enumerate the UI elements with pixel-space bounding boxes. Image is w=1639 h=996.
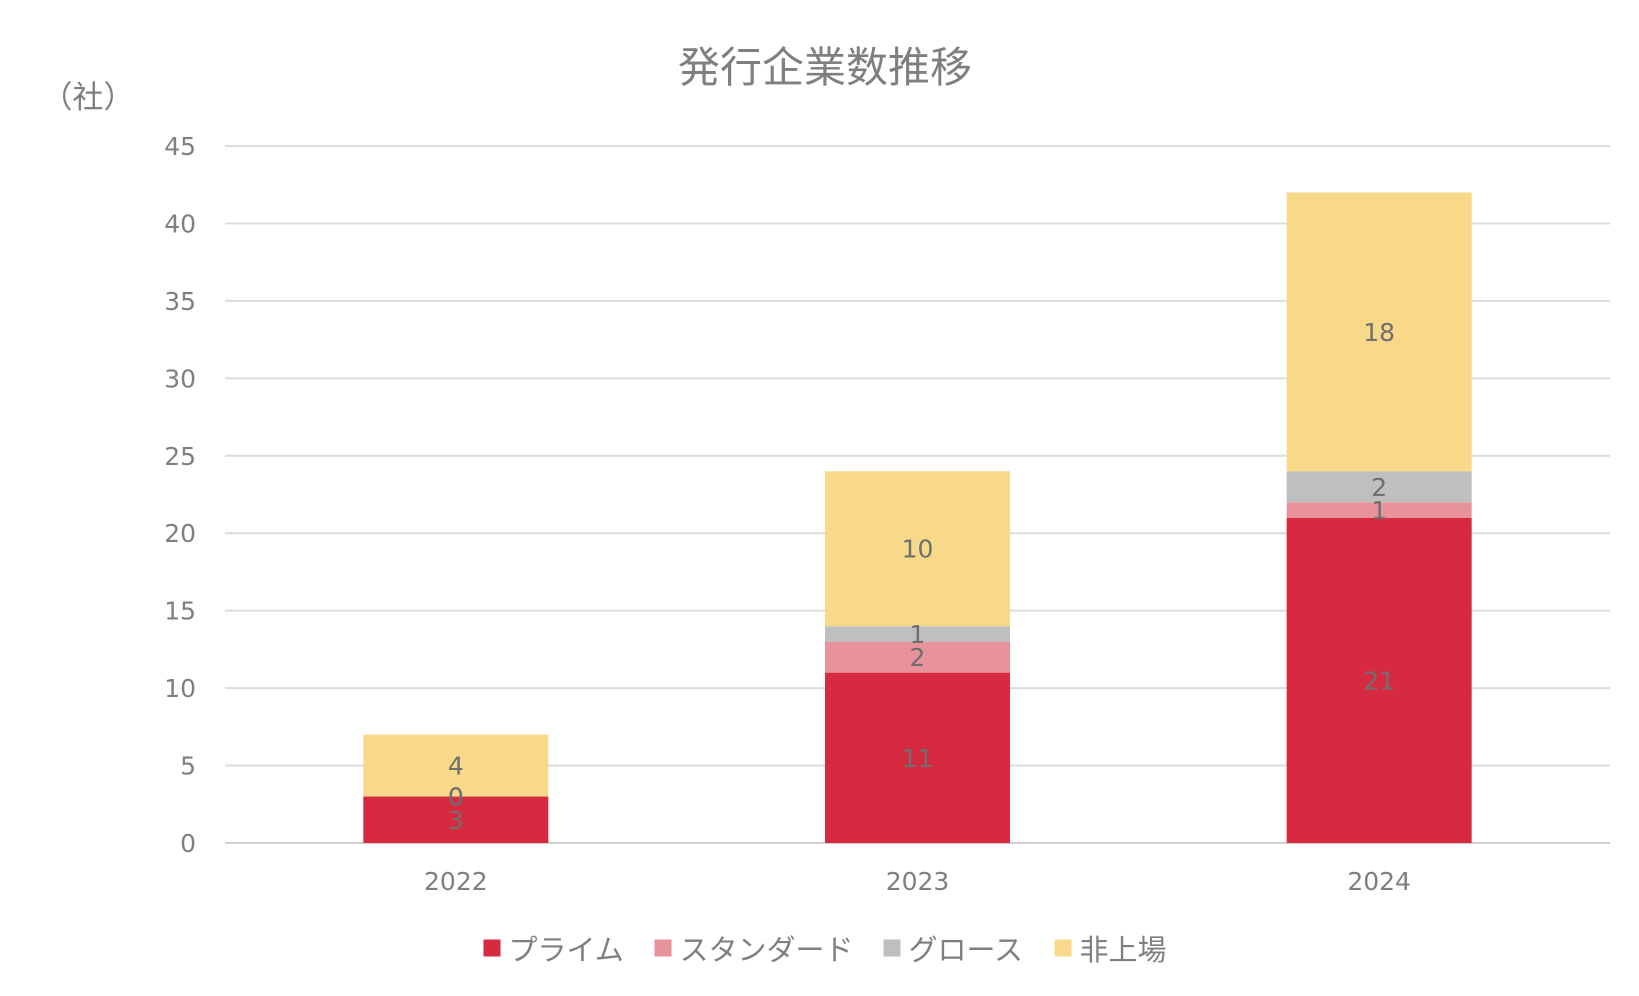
y-tick-label: 0 bbox=[180, 829, 196, 858]
x-category-label: 2022 bbox=[424, 867, 488, 896]
x-category-label: 2024 bbox=[1347, 867, 1411, 896]
legend-label: プライム bbox=[509, 933, 624, 967]
bar-segment bbox=[1286, 192, 1472, 472]
bars bbox=[363, 192, 1472, 843]
bar-segment bbox=[1286, 471, 1472, 503]
legend-swatch bbox=[483, 939, 501, 957]
data-label: 18 bbox=[1363, 318, 1395, 347]
y-tick-label: 45 bbox=[164, 132, 196, 161]
legend-swatch bbox=[883, 939, 901, 957]
data-label: 0 bbox=[448, 783, 464, 812]
data-label: 10 bbox=[902, 535, 934, 564]
y-tick-label: 15 bbox=[164, 597, 196, 626]
y-tick-label: 30 bbox=[164, 364, 196, 393]
legend-swatch bbox=[1054, 939, 1072, 957]
y-axis-ticks: 0 5 10 15 20 25 30 35 40 45 bbox=[164, 132, 196, 858]
bar-segment bbox=[363, 734, 549, 797]
data-label: 3 bbox=[448, 806, 464, 835]
legend-label: スタンダード bbox=[680, 933, 854, 967]
y-tick-label: 20 bbox=[164, 519, 196, 548]
y-axis-unit-label: （社） bbox=[42, 80, 135, 116]
data-label: 1 bbox=[910, 620, 926, 649]
bar-segment bbox=[825, 641, 1010, 673]
chart-title: 発行企業数推移 bbox=[678, 43, 972, 92]
data-label: 4 bbox=[448, 752, 464, 781]
x-category-label: 2023 bbox=[886, 867, 950, 896]
bar-segment bbox=[825, 626, 1010, 642]
bar-segment bbox=[1286, 502, 1472, 518]
data-label: 2 bbox=[1371, 473, 1387, 502]
y-tick-label: 5 bbox=[180, 752, 196, 781]
bar-segment bbox=[363, 796, 549, 843]
bar-segment bbox=[825, 471, 1010, 627]
data-label: 11 bbox=[902, 744, 934, 773]
data-label: 21 bbox=[1363, 666, 1395, 695]
y-tick-label: 40 bbox=[164, 209, 196, 238]
legend: プライム スタンダード グロース 非上場 bbox=[483, 933, 1167, 967]
bar-segment bbox=[825, 672, 1010, 843]
legend-swatch bbox=[654, 939, 672, 957]
legend-label: グロース bbox=[909, 933, 1024, 967]
legend-label: 非上場 bbox=[1080, 933, 1167, 967]
data-label: 1 bbox=[1371, 496, 1387, 525]
x-axis-categories: 2022 2023 2024 bbox=[424, 867, 1411, 896]
y-tick-label: 10 bbox=[164, 674, 196, 703]
data-label: 2 bbox=[910, 643, 926, 672]
bar-segment bbox=[1286, 517, 1472, 843]
y-tick-label: 35 bbox=[164, 287, 196, 316]
y-tick-label: 25 bbox=[164, 442, 196, 471]
data-label: 0 bbox=[448, 783, 464, 812]
